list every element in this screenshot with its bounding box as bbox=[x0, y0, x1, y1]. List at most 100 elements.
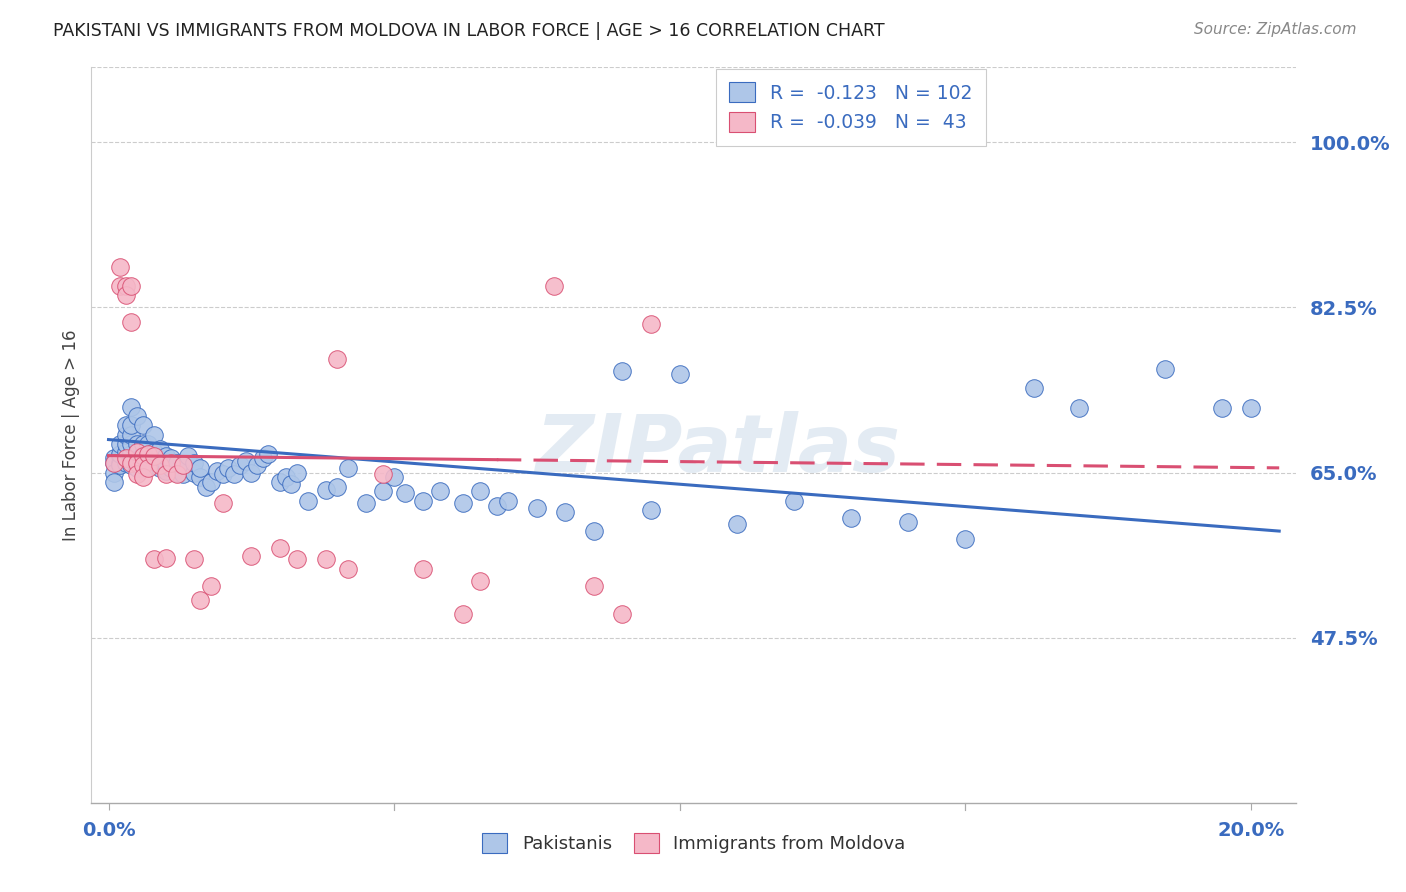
Point bbox=[205, 464, 228, 478]
Text: Source: ZipAtlas.com: Source: ZipAtlas.com bbox=[1194, 22, 1357, 37]
Point bbox=[612, 364, 634, 378]
Point bbox=[554, 505, 576, 519]
Point bbox=[114, 451, 136, 466]
Point bbox=[125, 445, 148, 459]
Point bbox=[114, 278, 136, 293]
Point bbox=[125, 456, 148, 470]
Point bbox=[120, 447, 142, 461]
Point bbox=[114, 428, 136, 442]
Point bbox=[382, 470, 405, 484]
Point bbox=[138, 437, 160, 451]
Point bbox=[371, 484, 394, 499]
Point bbox=[103, 456, 125, 470]
Point bbox=[120, 456, 142, 470]
Point bbox=[138, 451, 160, 466]
Point bbox=[125, 437, 148, 451]
Point bbox=[166, 466, 188, 480]
Point bbox=[172, 458, 194, 472]
Point bbox=[269, 475, 291, 489]
Point bbox=[496, 494, 519, 508]
Point bbox=[114, 451, 136, 466]
Point bbox=[172, 467, 194, 482]
Point bbox=[612, 607, 634, 621]
Point bbox=[108, 456, 131, 470]
Point bbox=[149, 461, 172, 475]
Point bbox=[429, 484, 451, 499]
Point bbox=[149, 458, 172, 472]
Point bbox=[120, 458, 142, 472]
Point bbox=[114, 445, 136, 459]
Point bbox=[114, 288, 136, 302]
Point bbox=[177, 449, 200, 463]
Point bbox=[240, 549, 263, 563]
Point bbox=[103, 475, 125, 489]
Point bbox=[240, 466, 263, 480]
Point bbox=[354, 496, 377, 510]
Point bbox=[160, 456, 183, 470]
Point bbox=[132, 449, 155, 463]
Point bbox=[103, 456, 125, 470]
Point bbox=[103, 451, 125, 466]
Point bbox=[155, 449, 177, 463]
Point bbox=[183, 552, 205, 566]
Point bbox=[468, 484, 491, 499]
Point bbox=[188, 461, 211, 475]
Legend: Pakistanis, Immigrants from Moldova: Pakistanis, Immigrants from Moldova bbox=[475, 826, 912, 860]
Point bbox=[897, 515, 920, 529]
Point bbox=[155, 456, 177, 470]
Point bbox=[371, 467, 394, 482]
Point bbox=[668, 367, 690, 381]
Point bbox=[451, 607, 474, 621]
Point bbox=[114, 456, 136, 470]
Point bbox=[252, 451, 274, 466]
Point bbox=[143, 445, 166, 459]
Point bbox=[257, 447, 280, 461]
Point bbox=[125, 409, 148, 423]
Point bbox=[108, 437, 131, 451]
Point bbox=[1022, 381, 1045, 395]
Point bbox=[269, 541, 291, 555]
Text: ZIPatlas: ZIPatlas bbox=[536, 410, 900, 489]
Point bbox=[725, 517, 748, 532]
Point bbox=[183, 466, 205, 480]
Point bbox=[1240, 401, 1263, 416]
Point bbox=[582, 579, 605, 593]
Point bbox=[394, 486, 416, 500]
Point bbox=[217, 461, 239, 475]
Point bbox=[285, 552, 308, 566]
Point bbox=[229, 458, 252, 472]
Point bbox=[149, 453, 172, 467]
Point bbox=[125, 447, 148, 461]
Point bbox=[132, 437, 155, 451]
Point bbox=[211, 496, 233, 510]
Point bbox=[108, 278, 131, 293]
Point bbox=[451, 496, 474, 510]
Point bbox=[143, 451, 166, 466]
Point bbox=[155, 550, 177, 565]
Point bbox=[582, 524, 605, 538]
Point bbox=[526, 501, 548, 516]
Point bbox=[274, 470, 297, 484]
Point bbox=[839, 511, 862, 525]
Point bbox=[194, 480, 217, 494]
Point bbox=[132, 470, 155, 484]
Point bbox=[155, 464, 177, 478]
Point bbox=[172, 458, 194, 472]
Point bbox=[640, 503, 662, 517]
Text: PAKISTANI VS IMMIGRANTS FROM MOLDOVA IN LABOR FORCE | AGE > 16 CORRELATION CHART: PAKISTANI VS IMMIGRANTS FROM MOLDOVA IN … bbox=[53, 22, 884, 40]
Point bbox=[143, 449, 166, 463]
Point bbox=[183, 456, 205, 470]
Point bbox=[120, 278, 142, 293]
Point bbox=[640, 317, 662, 331]
Point bbox=[120, 437, 142, 451]
Point bbox=[326, 352, 349, 367]
Point bbox=[953, 532, 976, 546]
Point bbox=[412, 494, 434, 508]
Point bbox=[143, 428, 166, 442]
Point bbox=[120, 315, 142, 329]
Point bbox=[132, 418, 155, 433]
Point bbox=[120, 451, 142, 466]
Point bbox=[224, 467, 246, 482]
Point bbox=[125, 467, 148, 482]
Point bbox=[138, 461, 160, 475]
